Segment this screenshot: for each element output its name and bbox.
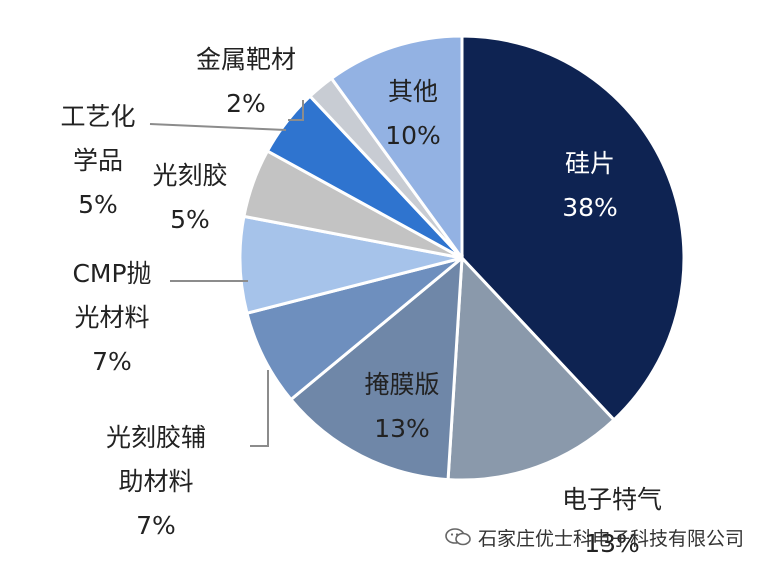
leader-line <box>288 100 304 121</box>
slice-label: 光刻胶辅助材料 7% <box>106 423 206 540</box>
slice-label: 金属靶材 2% <box>196 45 296 118</box>
slice-value-label: 13% <box>374 414 430 443</box>
slice-label: 电子特气 13% <box>562 485 662 558</box>
watermark-text: 石家庄优士科电子科技有限公司 <box>478 527 745 550</box>
leader-line <box>250 370 269 447</box>
slice-value-label: 5% <box>170 205 210 234</box>
slice-value-label: 7% <box>92 347 132 376</box>
slice-value-label: 5% <box>78 190 118 219</box>
slice-value-label: 2% <box>226 89 266 118</box>
slice-label: 掩膜版 13% <box>364 370 439 443</box>
slice-label: CMP抛光材料 7% <box>72 259 151 376</box>
slice-value-label: 10% <box>385 121 441 150</box>
slice-label: 其他 10% <box>385 77 441 150</box>
pie-slice <box>446 254 617 482</box>
slice-value-label: 13% <box>584 529 640 558</box>
wechat-icon <box>445 528 471 546</box>
slice-label: 工艺化学品 5% <box>60 102 135 219</box>
slice-value-label: 38% <box>562 193 618 222</box>
slice-label: 硅片 38% <box>562 149 618 222</box>
pie-slice <box>329 34 464 263</box>
pie-slice <box>460 34 686 422</box>
slice-value-label: 7% <box>136 511 176 540</box>
slice-label: 光刻胶 5% <box>152 161 227 234</box>
watermark: 石家庄优士科电子科技有限公司 <box>444 520 744 554</box>
leader-line <box>149 123 287 131</box>
pie-slice <box>288 254 464 482</box>
